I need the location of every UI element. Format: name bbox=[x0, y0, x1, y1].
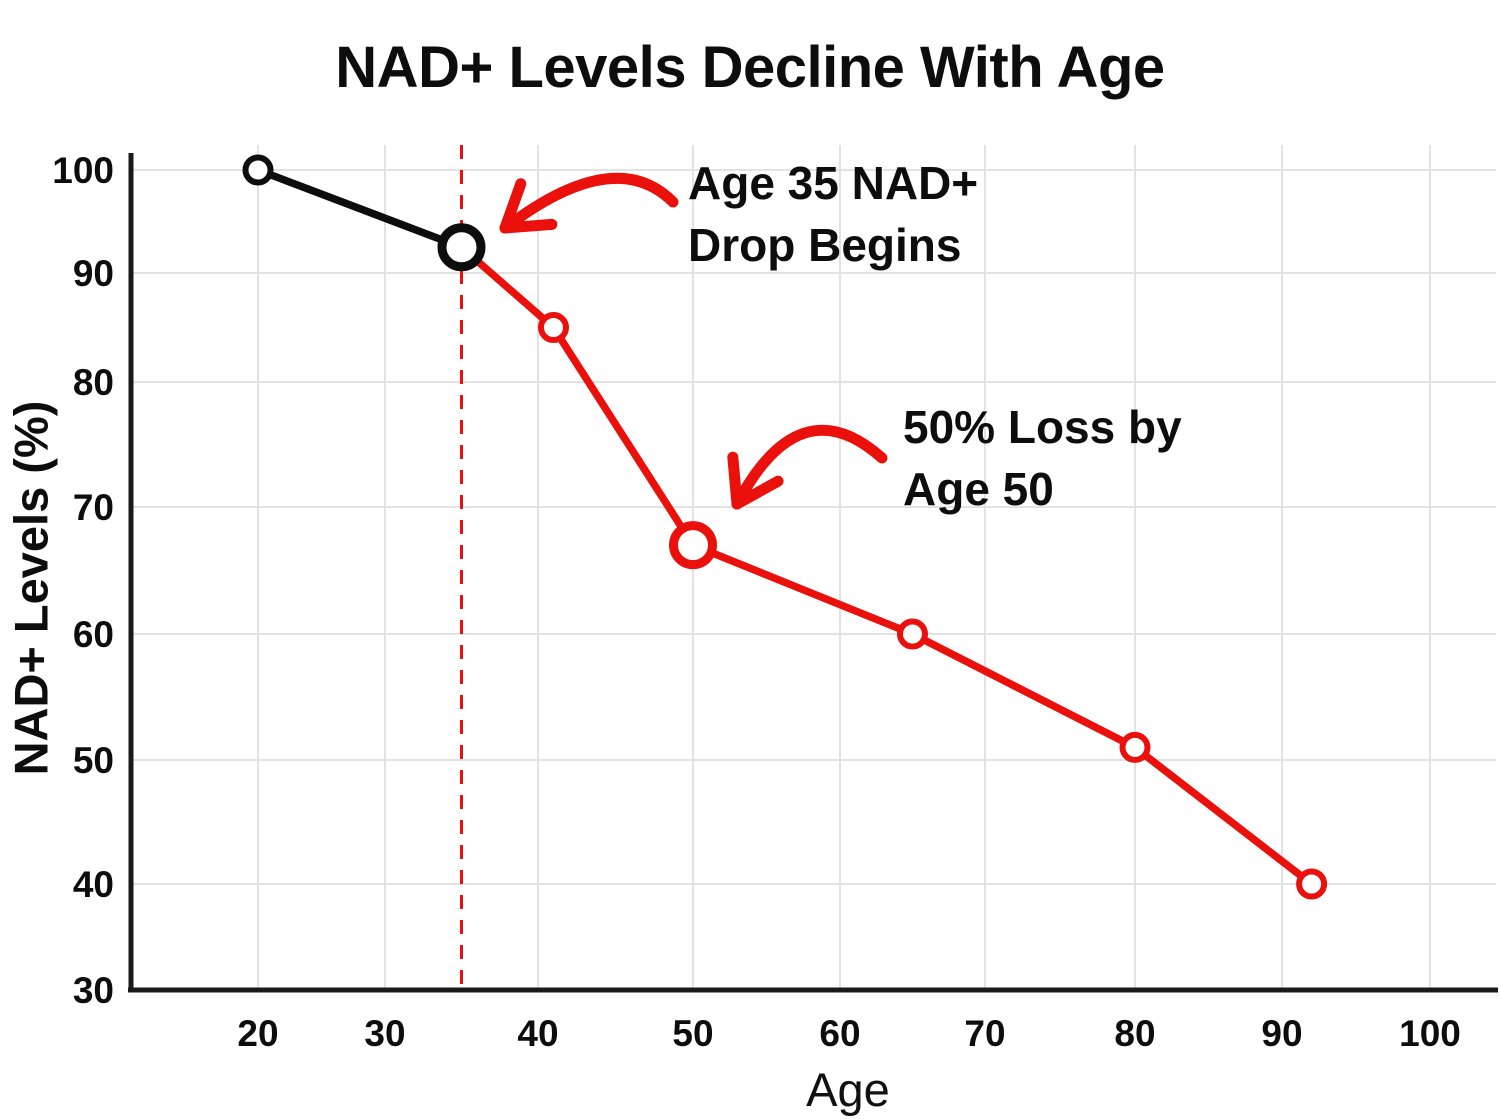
data-point-age-65 bbox=[897, 618, 928, 650]
x-tick-label: 30 bbox=[364, 1013, 405, 1054]
x-tick-label: 70 bbox=[964, 1013, 1005, 1054]
y-axis-title: NAD+ Levels (%) bbox=[4, 400, 58, 776]
annotation-arrowhead-age50 bbox=[731, 475, 784, 510]
x-tick-label: 40 bbox=[517, 1013, 558, 1054]
data-point-age-92 bbox=[1296, 868, 1328, 900]
series-line-youthful-baseline bbox=[254, 166, 466, 251]
y-tick-label: 70 bbox=[73, 487, 114, 528]
y-tick-label: 80 bbox=[73, 362, 114, 403]
annotation-arrowhead-age35 bbox=[499, 218, 558, 234]
data-point-age-41 bbox=[538, 312, 569, 343]
data-point-age-80 bbox=[1119, 731, 1151, 763]
x-tick-label: 60 bbox=[819, 1013, 860, 1054]
y-tick-label: 90 bbox=[73, 253, 114, 294]
annotation-age35-line1: Age 35 NAD+ bbox=[688, 157, 979, 209]
annotation-arrowhead-age35 bbox=[499, 178, 527, 234]
data-point-age-50 bbox=[669, 521, 717, 570]
annotation-age35-drop-begins: Age 35 NAD+ Drop Begins bbox=[688, 152, 978, 276]
x-tick-label: 90 bbox=[1261, 1013, 1302, 1054]
annotation-arrow-age50 bbox=[731, 424, 888, 510]
x-axis-title: Age bbox=[806, 1063, 890, 1116]
annotation-age50-line2: Age 50 bbox=[903, 463, 1054, 515]
x-tick-label: 50 bbox=[672, 1013, 713, 1054]
annotation-arrowhead-age50 bbox=[727, 451, 743, 510]
annotation-age50-line1: 50% Loss by bbox=[903, 401, 1182, 453]
y-tick-label: 60 bbox=[73, 614, 114, 655]
data-point-age-20 bbox=[242, 154, 274, 186]
chart-title: NAD+ Levels Decline With Age bbox=[335, 35, 1165, 100]
series-line-age-related-decline bbox=[457, 243, 1316, 888]
x-tick-label: 80 bbox=[1114, 1013, 1155, 1054]
annotation-50pct-loss: 50% Loss by Age 50 bbox=[903, 396, 1182, 520]
annotation-age35-line2: Drop Begins bbox=[688, 219, 962, 271]
x-tick-label: 100 bbox=[1399, 1013, 1461, 1054]
annotation-arrow-age35 bbox=[499, 172, 679, 234]
y-tick-label: 50 bbox=[73, 740, 114, 781]
data-point-age-35 bbox=[437, 223, 486, 272]
x-tick-label: 20 bbox=[237, 1013, 278, 1054]
y-tick-label: 40 bbox=[73, 864, 114, 905]
y-tick-label: 30 bbox=[73, 970, 114, 1011]
y-tick-label: 100 bbox=[52, 150, 114, 191]
